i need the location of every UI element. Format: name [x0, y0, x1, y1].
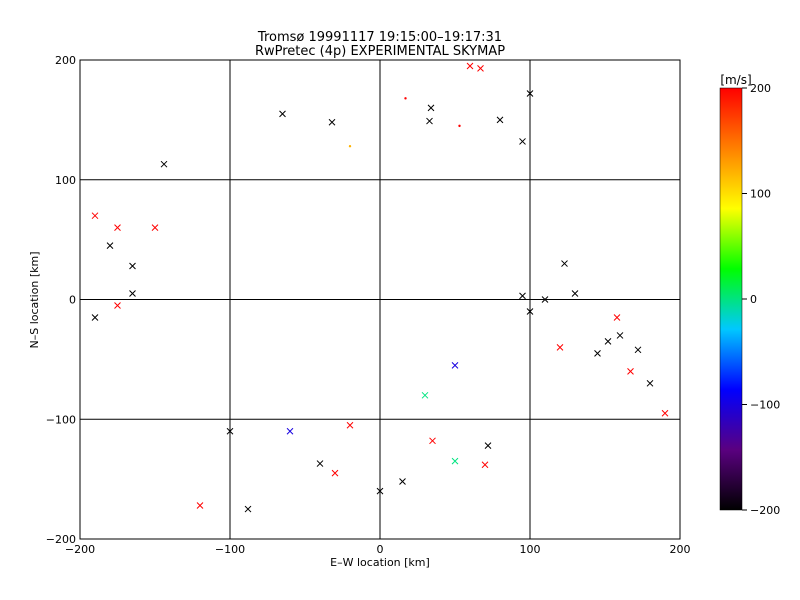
scatter-point — [604, 338, 612, 345]
scatter-point — [451, 457, 459, 465]
plot-area — [79, 59, 681, 540]
scatter-point — [661, 409, 669, 417]
x-tick-label: −100 — [215, 543, 245, 556]
scatter-point — [451, 362, 459, 369]
y-tick-label: −200 — [46, 533, 76, 546]
x-axis-ticks: −200 −100 0 100 200 — [65, 543, 691, 556]
grid-lines — [80, 60, 680, 539]
x-tick-label: 100 — [520, 543, 541, 556]
colorbar-tick-label: 100 — [750, 188, 771, 201]
colorbar-ticks: 200 100 0 −100 −200 — [742, 82, 780, 517]
colorbar-tick-label: 0 — [750, 293, 757, 306]
scatter-point — [91, 212, 99, 220]
scatter-point — [519, 292, 526, 300]
scatter-point — [226, 427, 234, 435]
scatter-point — [91, 314, 99, 321]
scatter-point — [346, 421, 354, 429]
scatter-point — [328, 118, 336, 126]
scatter-points — [91, 62, 669, 513]
scatter-point — [426, 117, 433, 125]
scatter-point — [541, 296, 549, 303]
y-axis-label: N–S location [km] — [28, 251, 41, 348]
scatter-point — [526, 90, 534, 97]
scatter-point — [466, 62, 474, 70]
scatter-point — [106, 242, 114, 249]
colorbar-tick-label: 200 — [750, 82, 771, 95]
y-axis-ticks: −200 −100 0 100 200 — [46, 54, 76, 546]
scatter-point — [404, 97, 407, 100]
scatter-point — [634, 346, 642, 354]
colorbar: [m/s] 200 100 0 −100 −200 — [719, 73, 780, 517]
scatter-point — [160, 160, 168, 168]
x-tick-label: 200 — [670, 543, 691, 556]
scatter-point — [114, 224, 121, 232]
scatter-point — [613, 314, 621, 321]
colorbar-tick-label: −200 — [750, 504, 780, 517]
scatter-point — [331, 469, 339, 477]
colorbar-gradient — [719, 87, 743, 511]
colorbar-label: [m/s] — [720, 73, 751, 87]
scatter-point — [348, 145, 352, 148]
x-tick-label: 0 — [377, 543, 384, 556]
scatter-point — [196, 502, 204, 509]
plot-frame — [79, 59, 681, 540]
scatter-point — [316, 460, 324, 467]
scatter-point — [627, 367, 634, 375]
scatter-point — [279, 110, 286, 118]
scatter-point — [429, 437, 436, 445]
scatter-point — [616, 332, 624, 339]
scatter-point — [571, 290, 579, 297]
scatter-point — [427, 104, 435, 112]
scatter-point — [244, 505, 252, 513]
scatter-point — [526, 308, 534, 315]
x-tick-label: −200 — [65, 543, 95, 556]
y-tick-label: 200 — [55, 54, 76, 67]
scatter-point — [458, 124, 461, 128]
scatter-point — [496, 116, 504, 124]
scatter-point — [556, 344, 564, 351]
scatter-point — [561, 260, 568, 267]
scatter-point — [421, 391, 429, 399]
scatter-point — [646, 379, 654, 387]
scatter-point — [129, 290, 136, 297]
x-axis-label: E–W location [km] — [330, 556, 430, 569]
colorbar-tick-label: −100 — [750, 399, 780, 412]
scatter-point — [399, 478, 406, 485]
scatter-point — [129, 262, 136, 270]
scatter-point — [594, 350, 601, 357]
scatter-point — [151, 224, 159, 232]
scatter-point — [481, 461, 489, 469]
chart-subtitle: RwPretec (4p) EXPERIMENTAL SKYMAP — [255, 44, 505, 59]
scatter-point — [376, 487, 384, 495]
chart-title: Tromsø 19991117 19:15:00–19:17:31 — [257, 30, 502, 45]
scatter-point — [484, 442, 492, 449]
scatter-point — [519, 138, 526, 145]
scatter-point — [114, 302, 121, 309]
y-tick-label: −100 — [46, 413, 76, 426]
scatter-point — [477, 65, 484, 72]
y-tick-label: 100 — [55, 174, 76, 187]
scatter-point — [286, 427, 294, 435]
y-tick-label: 0 — [69, 294, 76, 307]
